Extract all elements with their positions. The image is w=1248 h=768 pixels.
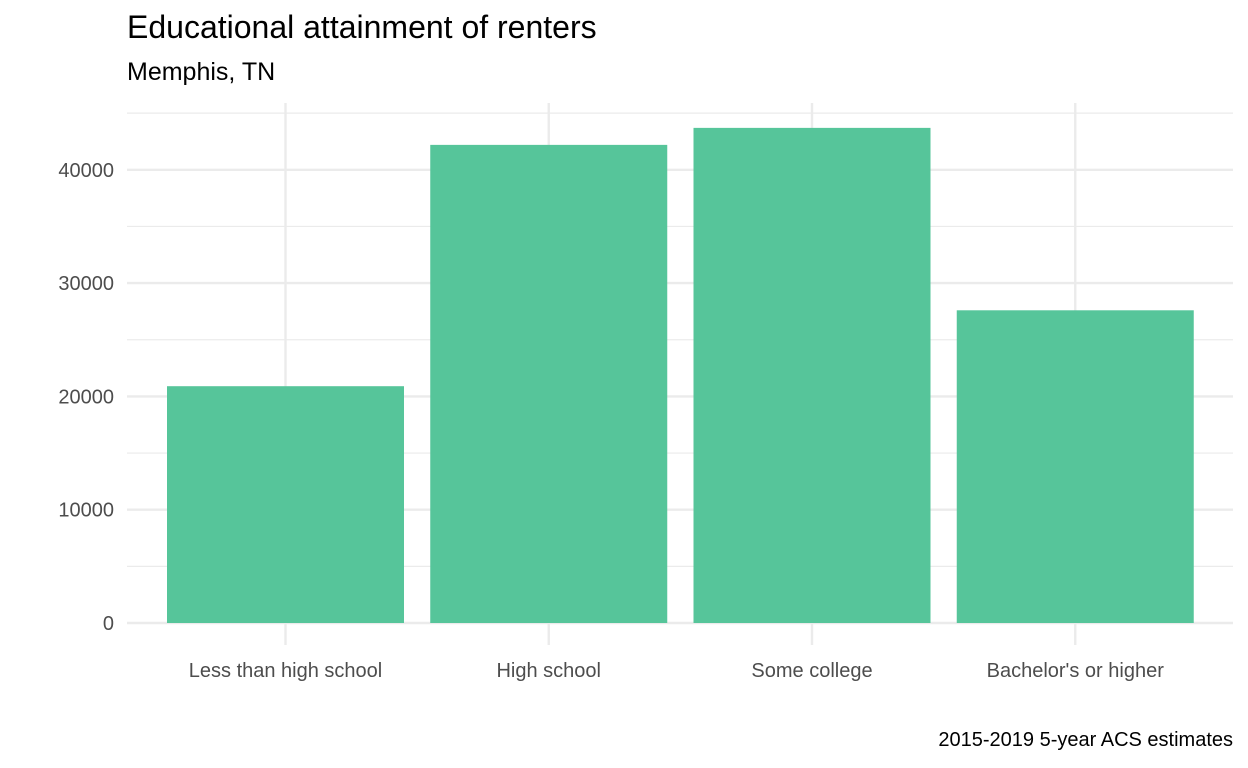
bar [167, 386, 404, 623]
y-tick-label: 10000 [58, 500, 114, 522]
y-axis-tick-labels: 0 10000 20000 30000 40000 [58, 160, 114, 635]
y-tick-label: 0 [103, 613, 114, 635]
chart-subtitle: Memphis, TN [127, 58, 276, 86]
x-tick-label: Bachelor's or higher [987, 660, 1165, 682]
x-axis-tick-labels: Less than high school High school Some col… [189, 660, 1164, 682]
y-tick-label: 20000 [58, 386, 114, 408]
y-tick-label: 40000 [58, 160, 114, 182]
chart-title: Educational attainment of renters [127, 9, 597, 45]
bar [430, 144, 668, 623]
x-tick-label: Some college [751, 660, 872, 682]
bar [693, 127, 931, 623]
chart-caption: 2015-2019 5-year ACS estimates [938, 729, 1233, 751]
x-tick-label: Less than high school [189, 660, 382, 682]
bar [956, 310, 1194, 623]
y-tick-label: 30000 [58, 273, 114, 295]
bars [167, 127, 1194, 623]
x-tick-label: High school [496, 660, 601, 682]
